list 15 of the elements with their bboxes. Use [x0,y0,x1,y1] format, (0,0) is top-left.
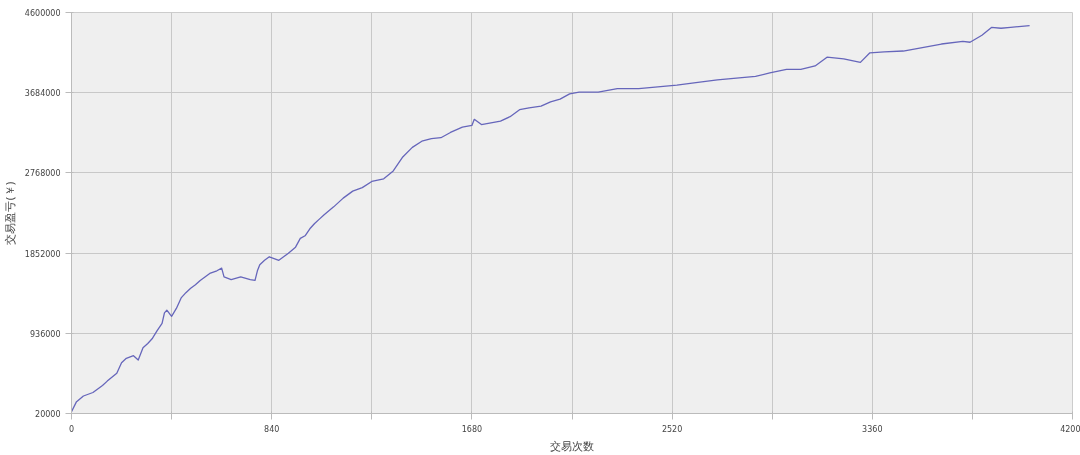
y-tick-label: 3684000 [24,89,61,99]
y-axis-title: 交易盈亏(￥) [3,181,17,245]
x-tick-label: 3360 [862,424,883,434]
x-tick-label: 4200 [1060,424,1080,434]
y-tick-label: 936000 [29,329,61,339]
x-tick-label: 0 [68,424,75,434]
y-tick-label: 1852000 [24,249,61,259]
y-tick-label: 2768000 [24,169,61,179]
x-tick-label: 840 [264,424,280,434]
x-tick-label: 2520 [661,424,683,434]
x-tick-label: 1680 [461,424,483,434]
line-series [71,24,1031,413]
y-tick-label: 20000 [35,410,61,419]
x-axis-title: 交易次数 [550,439,594,453]
y-tick-label: 4600000 [24,9,61,18]
